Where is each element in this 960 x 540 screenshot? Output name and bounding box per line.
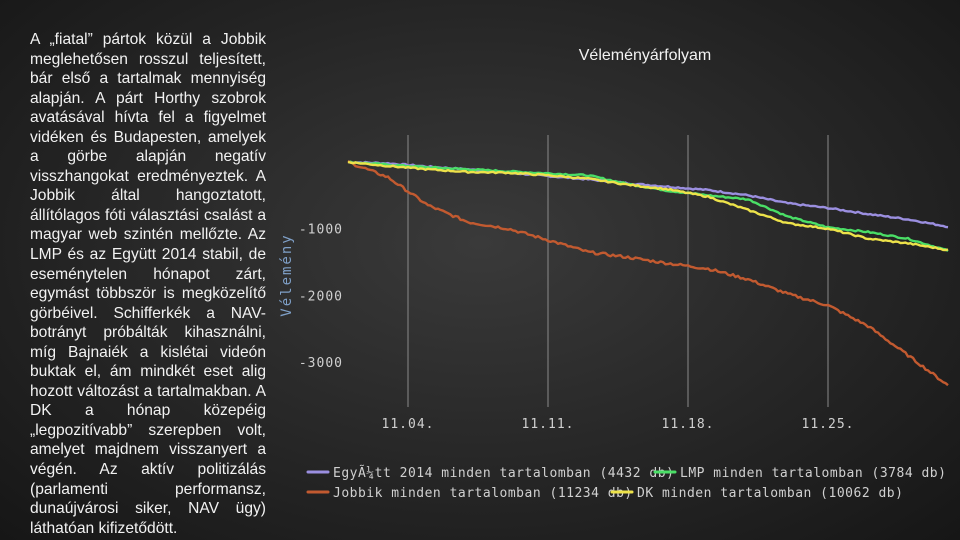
description-text: A „fiatal” pártok közül a Jobbik meglehe… — [30, 30, 266, 538]
legend-label: DK minden tartalomban (10062 db) — [637, 486, 903, 501]
description-paragraph: A „fiatal” pártok közül a Jobbik meglehe… — [30, 31, 266, 537]
x-tick-label: 11.11. — [522, 417, 575, 432]
x-tick-label: 11.04. — [382, 417, 435, 432]
y-tick-label: -1000 — [299, 223, 343, 238]
legend-label: EgyÃ¼tt 2014 minden tartalomban (4432 db… — [333, 465, 674, 481]
x-tick-label: 11.18. — [662, 417, 715, 432]
y-axis: -1000 -2000 -3000 — [299, 223, 343, 371]
series-line — [348, 160, 949, 252]
y-axis-label: Vélemény — [279, 233, 295, 316]
legend-label: Jobbik minden tartalomban (11234 db) — [333, 486, 633, 501]
grid — [407, 135, 829, 407]
series-lines — [347, 159, 949, 387]
legend-label: LMP minden tartalomban (3784 db) — [680, 466, 946, 481]
series-line — [348, 160, 949, 229]
x-axis: 11.04. 11.11. 11.18. 11.25. — [382, 417, 855, 432]
y-tick-label: -3000 — [299, 356, 343, 371]
x-tick-label: 11.25. — [802, 417, 855, 432]
series-line — [347, 159, 949, 387]
series-line — [347, 160, 949, 252]
legend: EgyÃ¼tt 2014 minden tartalomban (4432 db… — [306, 465, 946, 501]
y-tick-label: -2000 — [299, 289, 343, 304]
chart-title: Véleményárfolyam — [578, 47, 712, 64]
